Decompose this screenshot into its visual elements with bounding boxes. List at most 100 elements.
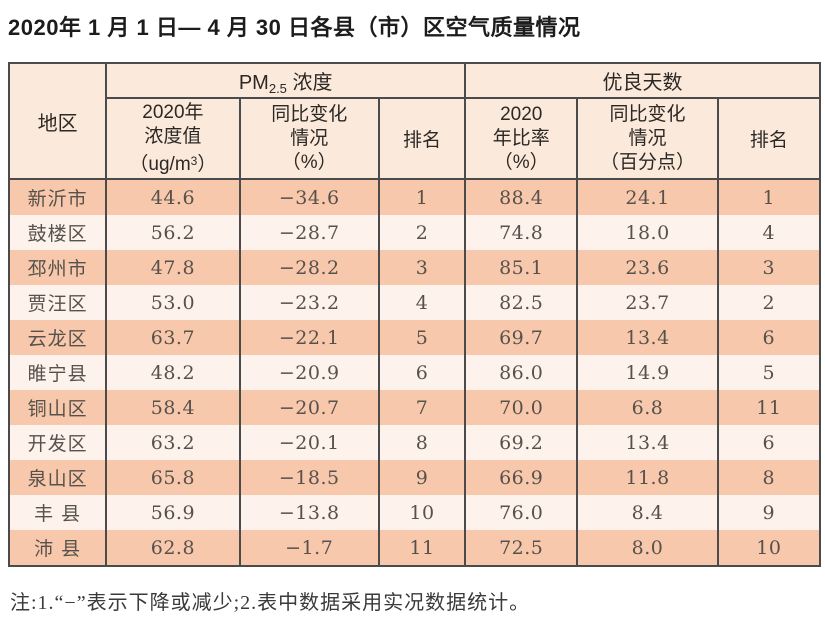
header-region: 地区 — [7, 63, 108, 180]
table-row: 开发区 63.2 −20.1 8 69.2 13.4 6 — [7, 425, 822, 460]
header-good-ratio: 2020 年比率 （%） — [464, 98, 579, 180]
header-good-days-group: 优良天数 — [464, 63, 821, 99]
good-change-cell: 23.7 — [576, 285, 719, 320]
pm-value-cell: 65.8 — [105, 460, 241, 495]
pm-rank-cell: 8 — [377, 425, 467, 460]
header-line: 浓度值 — [144, 125, 202, 147]
table-row: 云龙区 63.7 −22.1 5 69.7 13.4 6 — [7, 320, 822, 355]
good-ratio-cell: 72.5 — [464, 530, 579, 566]
region-cell: 泉山区 — [7, 460, 108, 495]
region-cell: 云龙区 — [7, 320, 108, 355]
region-cell: 贾汪区 — [7, 285, 108, 320]
region-cell: 开发区 — [7, 425, 108, 460]
table-row: 丰 县 56.9 −13.8 10 76.0 8.4 9 — [7, 495, 822, 530]
good-change-cell: 11.8 — [576, 460, 719, 495]
pm-rank-cell: 2 — [377, 215, 467, 250]
region-cell: 新沂市 — [7, 179, 108, 215]
good-ratio-cell: 82.5 — [464, 285, 579, 320]
pm-value-cell: 62.8 — [105, 530, 241, 566]
pm-rank-cell: 7 — [377, 390, 467, 425]
good-rank-cell: 6 — [716, 425, 822, 460]
good-rank-cell: 4 — [716, 215, 822, 250]
footnote: 注:1.“−”表示下降或减少;2.表中数据采用实况数据统计。 — [10, 592, 531, 614]
good-rank-cell: 5 — [716, 355, 822, 390]
pm-subscript: 2.5 — [268, 80, 287, 96]
pm-value-cell: 47.8 — [105, 250, 241, 285]
header-line: 2020 — [500, 103, 543, 125]
good-rank-cell: 6 — [716, 320, 822, 355]
good-rank-cell: 11 — [716, 390, 822, 425]
header-good-rank: 排名 — [716, 98, 822, 180]
good-ratio-cell: 86.0 — [464, 355, 579, 390]
good-rank-cell: 8 — [716, 460, 822, 495]
header-sub-row: 2020年 浓度值 （ug/m3） 同比变化 情况 （%） 排名 2020 年比… — [9, 98, 822, 180]
good-ratio-cell: 69.2 — [464, 425, 579, 460]
header-line: 情况 — [290, 127, 329, 149]
pm-rank-cell: 6 — [377, 355, 467, 390]
good-change-cell: 18.0 — [576, 215, 719, 250]
good-rank-cell: 2 — [716, 285, 822, 320]
table-row: 睢宁县 48.2 −20.9 6 86.0 14.9 5 — [7, 355, 822, 390]
pm-value-cell: 48.2 — [105, 355, 241, 390]
pm-change-cell: −34.6 — [238, 179, 380, 215]
pm-value-cell: 63.7 — [105, 320, 241, 355]
pm-change-cell: −28.7 — [238, 215, 380, 250]
pm-change-cell: −20.7 — [238, 390, 380, 425]
header-group-row: 地区 PM2.5 浓度 优良天数 — [7, 63, 821, 180]
cubed-superscript: 3 — [190, 153, 198, 168]
pm-rank-cell: 10 — [377, 495, 467, 530]
good-change-cell: 13.4 — [576, 425, 719, 460]
good-ratio-cell: 88.4 — [464, 179, 579, 215]
header-line: 同比变化 — [609, 103, 686, 125]
pm-change-cell: −18.5 — [238, 460, 380, 495]
pm-change-cell: −20.1 — [238, 425, 380, 460]
pm-label-suffix: 浓度 — [286, 71, 333, 94]
pm-value-cell: 58.4 — [105, 390, 241, 425]
good-change-cell: 8.0 — [576, 530, 719, 566]
region-cell: 铜山区 — [7, 390, 108, 425]
good-ratio-cell: 69.7 — [464, 320, 579, 355]
table-row: 新沂市 44.6 −34.6 1 88.4 24.1 1 — [7, 179, 822, 215]
region-cell: 丰 县 — [7, 495, 108, 530]
region-cell: 睢宁县 — [7, 355, 108, 390]
pm-rank-cell: 3 — [377, 250, 467, 285]
good-change-cell: 6.8 — [576, 390, 719, 425]
pm-value-cell: 56.9 — [105, 495, 241, 530]
pm-change-cell: −22.1 — [238, 320, 380, 355]
table-header: 地区 PM2.5 浓度 优良天数 2020年 浓度值 （ug/m3） 同比变化 … — [7, 63, 822, 180]
good-change-cell: 14.9 — [576, 355, 719, 390]
pm-rank-cell: 5 — [377, 320, 467, 355]
good-ratio-cell: 85.1 — [464, 250, 579, 285]
good-ratio-cell: 66.9 — [464, 460, 579, 495]
pm-label: PM — [238, 71, 269, 94]
good-rank-cell: 9 — [716, 495, 822, 530]
table-row: 泉山区 65.8 −18.5 9 66.9 11.8 8 — [7, 460, 822, 495]
pm-rank-cell: 11 — [377, 530, 467, 566]
good-rank-cell: 3 — [716, 250, 822, 285]
header-line: （百分点） — [600, 151, 696, 173]
header-line: 情况 — [628, 127, 667, 149]
pm-rank-cell: 4 — [377, 285, 467, 320]
pm-change-cell: −1.7 — [238, 530, 380, 566]
table-body: 新沂市 44.6 −34.6 1 88.4 24.1 1 鼓楼区 56.2 −2… — [7, 179, 822, 566]
header-line: 年比率 — [492, 127, 550, 149]
pm-change-cell: −23.2 — [238, 285, 380, 320]
air-quality-table: 地区 PM2.5 浓度 优良天数 2020年 浓度值 （ug/m3） 同比变化 … — [7, 62, 822, 567]
pm-value-cell: 63.2 — [105, 425, 241, 460]
pm-value-cell: 44.6 — [105, 179, 241, 215]
header-pm-rank: 排名 — [377, 98, 467, 180]
pm-change-cell: −28.2 — [238, 250, 380, 285]
header-good-change: 同比变化 情况 （百分点） — [576, 98, 719, 180]
table-row: 铜山区 58.4 −20.7 7 70.0 6.8 11 — [7, 390, 822, 425]
table-row: 沛 县 62.8 −1.7 11 72.5 8.0 10 — [7, 530, 822, 566]
header-pm-value: 2020年 浓度值 （ug/m3） — [105, 98, 241, 180]
header-line: （%） — [281, 151, 337, 173]
good-change-cell: 24.1 — [576, 179, 719, 215]
good-change-cell: 13.4 — [576, 320, 719, 355]
header-pm-change: 同比变化 情况 （%） — [238, 98, 380, 180]
region-cell: 沛 县 — [7, 530, 108, 566]
page-title: 2020年 1 月 1 日— 4 月 30 日各县（市）区空气质量情况 — [8, 15, 581, 40]
good-rank-cell: 1 — [716, 179, 822, 215]
table-row: 鼓楼区 56.2 −28.7 2 74.8 18.0 4 — [7, 215, 822, 250]
